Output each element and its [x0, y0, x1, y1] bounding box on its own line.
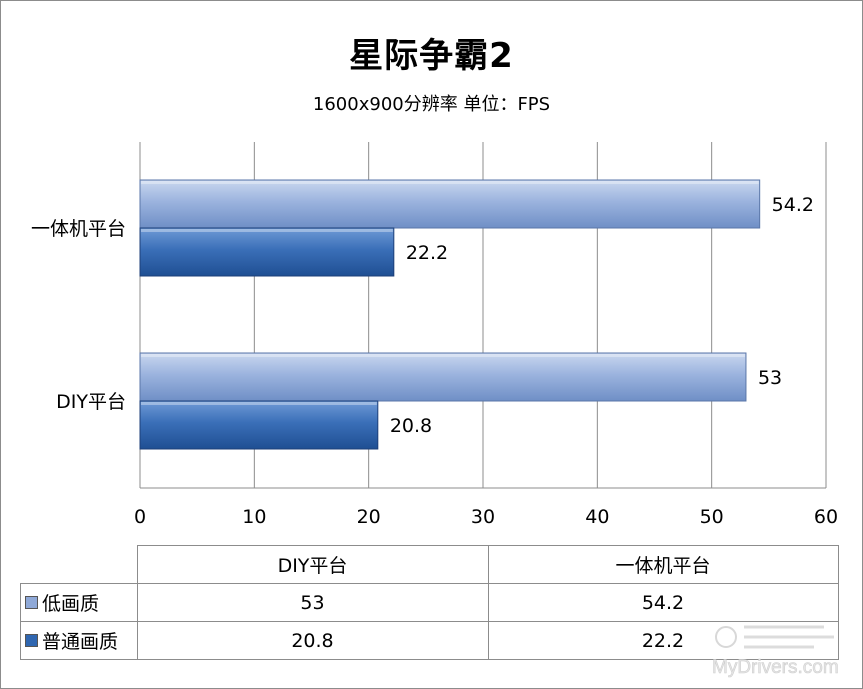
bar: [139, 352, 747, 402]
data-label: 22.2: [406, 242, 448, 264]
table-corner: [20, 545, 138, 584]
bar-highlight: [141, 229, 393, 232]
table-header-aio: 一体机平台: [487, 545, 839, 584]
x-tick-label: 0: [134, 506, 146, 528]
watermark-logo: MyDrivers.com: [712, 625, 839, 678]
data-table: DIY平台 一体机平台 低画质 53 54.2 普通画质 20.8 22.2: [20, 545, 839, 660]
data-label: 54.2: [772, 194, 814, 216]
chart-subtitle: 1600x900分辨率 单位：FPS: [312, 94, 551, 115]
data-label: 53: [758, 367, 782, 389]
category-label: 一体机平台: [31, 218, 126, 240]
x-tick-label: 20: [357, 506, 381, 528]
x-tick-label: 10: [242, 506, 266, 528]
bar-highlight: [141, 402, 377, 405]
bar-highlight: [141, 181, 759, 184]
table-cell: 54.2: [487, 583, 839, 622]
category-label: DIY平台: [56, 391, 126, 413]
bar: [139, 400, 379, 450]
x-tick-label: 40: [585, 506, 609, 528]
bar: [139, 227, 395, 277]
watermark-text: MyDrivers.com: [712, 657, 839, 678]
table-header-diy: DIY平台: [136, 545, 489, 584]
table-row: 低画质 53 54.2: [20, 583, 839, 622]
legend-key-low-icon: [25, 596, 38, 609]
x-tick-label: 60: [814, 506, 838, 528]
bar-chart: 0 10 20 30 40 50 60 一体机平台 54.2 22.2 DIY平台 53 20.8: [31, 142, 838, 528]
legend-key-normal-icon: [25, 634, 38, 647]
chart-title: 星际争霸2: [349, 36, 514, 76]
table-header-row: DIY平台 一体机平台: [20, 545, 839, 584]
x-tick-label: 50: [700, 506, 724, 528]
table-row-label-low: 低画质: [20, 583, 138, 622]
legend-label-normal: 普通画质: [42, 631, 119, 653]
table-cell: 20.8: [136, 621, 489, 660]
table-cell: 53: [136, 583, 489, 622]
bar: [139, 179, 761, 229]
bar-highlight: [141, 354, 745, 357]
data-label: 20.8: [390, 415, 432, 437]
x-tick-label: 30: [471, 506, 495, 528]
legend-label-low: 低画质: [42, 593, 100, 615]
table-row-label-normal: 普通画质: [20, 621, 138, 660]
